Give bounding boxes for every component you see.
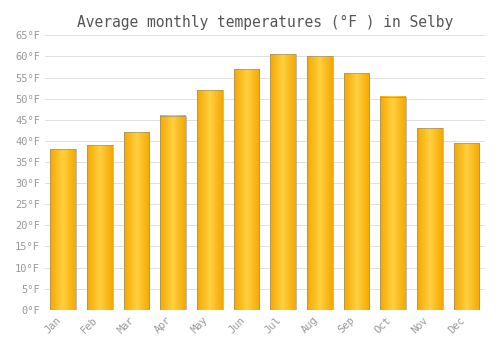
Bar [344,74,370,310]
Bar [270,54,296,310]
Bar [124,132,150,310]
Bar [234,69,260,310]
Bar [87,145,112,310]
Title: Average monthly temperatures (°F ) in Selby: Average monthly temperatures (°F ) in Se… [77,15,453,30]
Bar [454,143,479,310]
Bar [307,56,333,310]
Bar [417,128,443,310]
Bar [380,97,406,310]
Bar [50,149,76,310]
Bar [197,90,223,310]
Bar [160,116,186,310]
